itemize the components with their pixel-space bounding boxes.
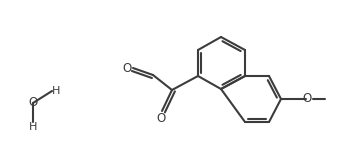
Text: O: O	[28, 97, 37, 109]
Text: H: H	[52, 86, 60, 96]
Text: O: O	[156, 112, 166, 124]
Text: O: O	[302, 93, 312, 105]
Text: H: H	[29, 122, 37, 132]
Text: O: O	[122, 62, 132, 74]
